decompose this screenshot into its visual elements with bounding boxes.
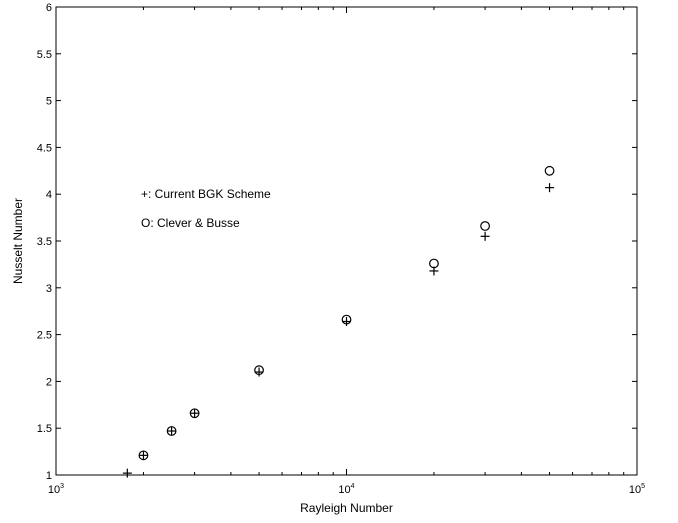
y-tick-label: 2 bbox=[46, 376, 52, 388]
y-tick-label: 4.5 bbox=[37, 142, 52, 154]
data-point-clever-busse bbox=[429, 258, 439, 269]
data-point-bgk bbox=[167, 426, 177, 436]
data-point-clever-busse bbox=[189, 408, 200, 419]
x-tick-label-exponent: 5 bbox=[641, 483, 645, 490]
legend-entry-clever-busse: O: Clever & Busse bbox=[141, 216, 240, 230]
y-tick-label: 3 bbox=[46, 283, 52, 295]
y-tick-label: 1 bbox=[46, 470, 52, 482]
y-axis-ticks: 1 1.5 2 2.5 3 3.5 4 4.5 5 5.5 6 bbox=[37, 2, 637, 482]
x-tick-label: 103 bbox=[48, 483, 64, 496]
x-tick-label-base: 10 bbox=[338, 484, 350, 496]
y-tick-label: 6 bbox=[46, 2, 52, 14]
data-point-bgk bbox=[122, 468, 132, 478]
legend: +: Current BGK Scheme O: Clever & Busse bbox=[141, 187, 271, 230]
x-tick-label: 105 bbox=[629, 483, 645, 496]
legend-entry-current-bgk: +: Current BGK Scheme bbox=[141, 187, 271, 201]
x-tick-label-exponent: 4 bbox=[351, 483, 355, 490]
data-point-bgk bbox=[480, 231, 490, 241]
y-tick-label: 5.5 bbox=[37, 49, 52, 61]
data-point-clever-busse bbox=[480, 221, 491, 231]
x-tick-label-exponent: 3 bbox=[60, 483, 64, 490]
data-point-clever-busse bbox=[166, 426, 177, 436]
data-markers bbox=[122, 165, 555, 478]
y-tick-label: 4 bbox=[46, 189, 52, 201]
data-point-clever-busse bbox=[254, 365, 264, 376]
data-point-clever-busse bbox=[544, 165, 555, 176]
x-tick-label-base: 10 bbox=[629, 484, 641, 496]
y-tick-label: 1.5 bbox=[37, 423, 52, 435]
x-tick-label-base: 10 bbox=[48, 484, 60, 496]
data-point-clever-busse bbox=[341, 314, 352, 325]
data-point-clever-busse bbox=[138, 450, 149, 461]
data-point-bgk bbox=[190, 408, 200, 418]
x-axis-ticks: 103 104 105 bbox=[48, 7, 645, 496]
data-point-bgk bbox=[545, 183, 555, 193]
x-tick-label: 104 bbox=[338, 483, 354, 496]
y-tick-label: 2.5 bbox=[37, 330, 52, 342]
y-tick-label: 5 bbox=[46, 96, 52, 108]
y-axis-title: Nusselt Number bbox=[11, 198, 25, 284]
plot-area bbox=[55, 6, 638, 476]
y-tick-label: 3.5 bbox=[37, 236, 52, 248]
data-point-bgk bbox=[138, 450, 148, 460]
x-axis-title: Rayleigh Number bbox=[300, 501, 393, 515]
